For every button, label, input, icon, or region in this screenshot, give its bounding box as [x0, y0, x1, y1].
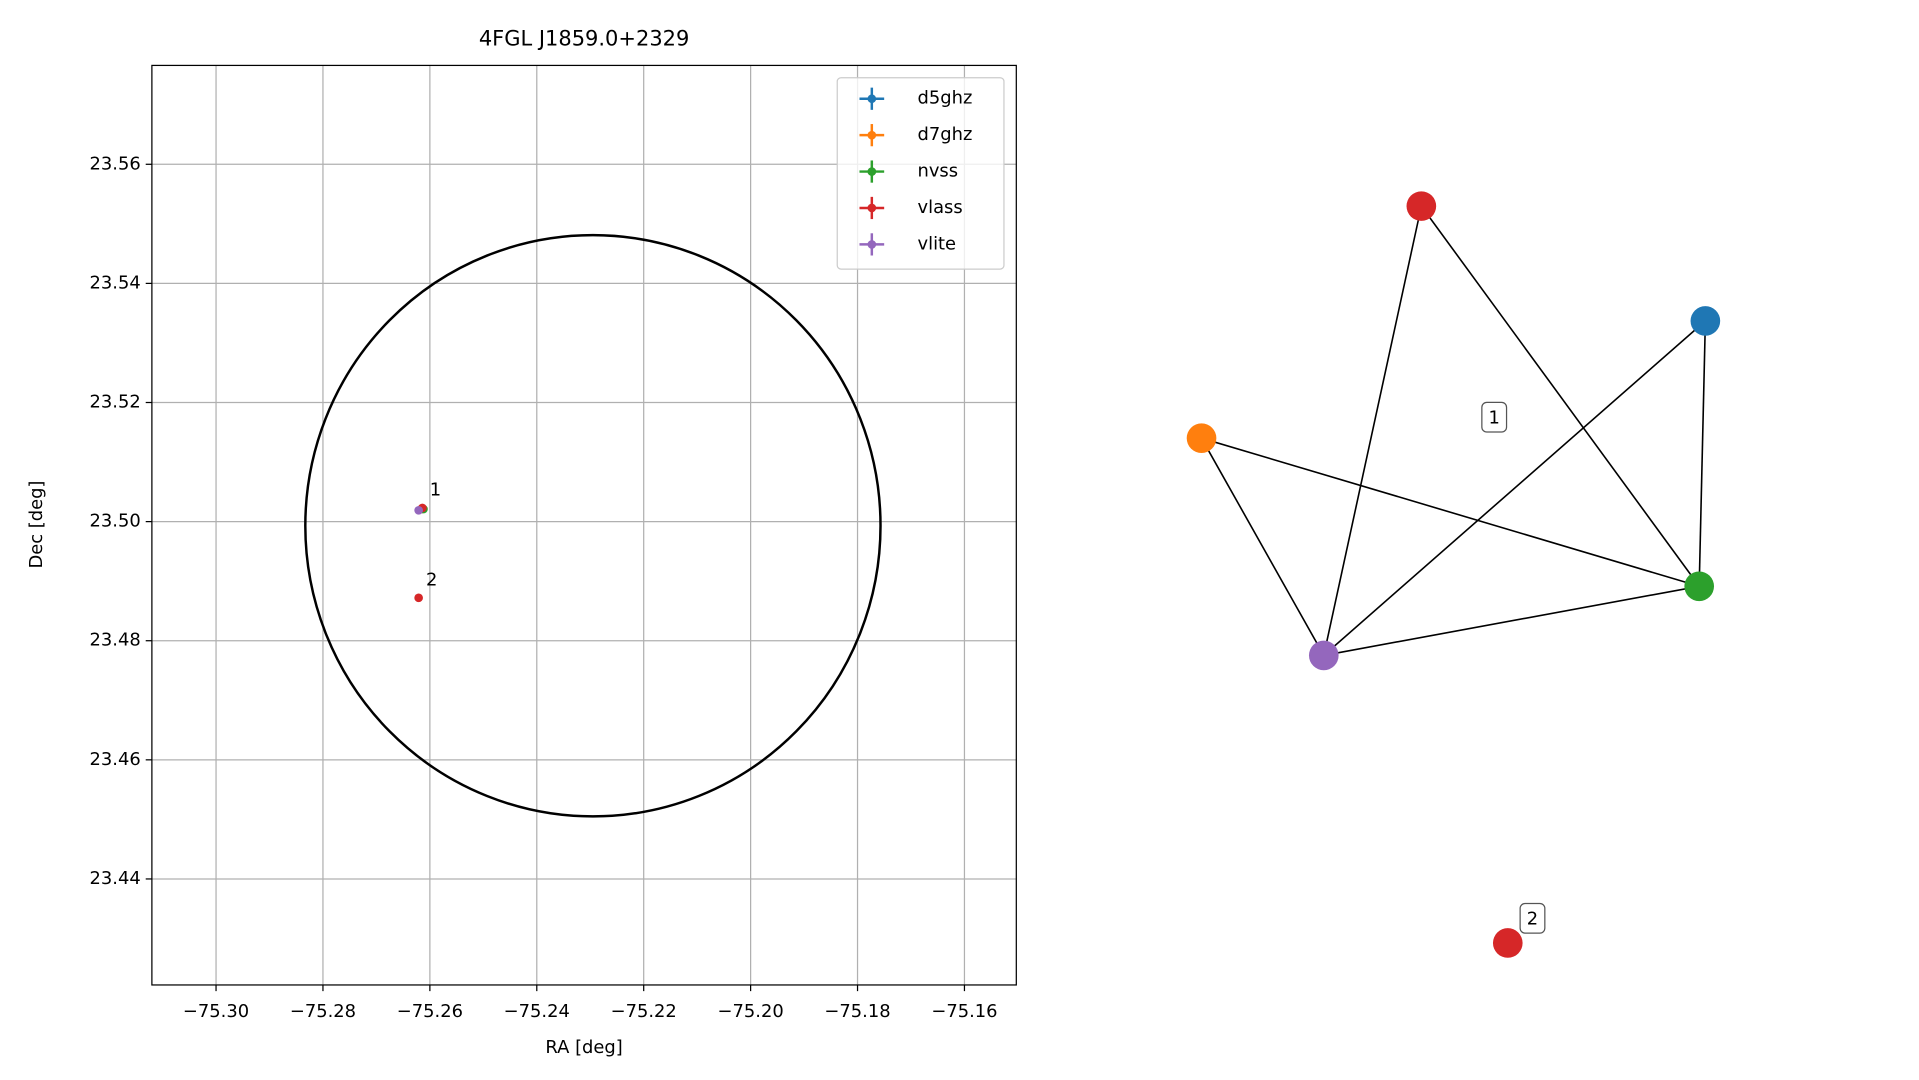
localization-circle — [304, 233, 882, 818]
data-point — [414, 593, 423, 603]
node — [1492, 928, 1523, 958]
edge — [1420, 205, 1700, 587]
legend-label: nvss — [918, 161, 959, 182]
y-tick-label: 23.50 — [90, 511, 141, 532]
legend-label: vlite — [918, 233, 957, 254]
legend-label: d7ghz — [918, 124, 973, 145]
chart-title: 4FGL J1859.0+2329 — [479, 27, 690, 51]
y-tick-label: 23.52 — [90, 392, 141, 413]
y-axis-label: Dec [deg] — [26, 481, 47, 569]
edge — [1200, 437, 1325, 656]
x-tick-label: −75.30 — [183, 1001, 249, 1022]
group-label: 2 — [1527, 909, 1538, 930]
x-tick-label: −75.26 — [397, 1001, 463, 1022]
x-axis-label: RA [deg] — [545, 1037, 622, 1058]
label-box — [1481, 401, 1508, 433]
node — [1684, 571, 1715, 602]
x-tick-label: −75.16 — [931, 1001, 997, 1022]
x-tick-label: −75.24 — [504, 1001, 570, 1022]
x-tick-label: −75.20 — [718, 1001, 784, 1022]
node — [1406, 191, 1437, 221]
annotation: 2 — [426, 570, 437, 591]
legend-label: vlass — [918, 197, 963, 218]
legend-marker — [867, 167, 877, 176]
edge — [1323, 205, 1423, 656]
y-tick-label: 23.56 — [90, 153, 141, 174]
legend-frame — [836, 77, 1005, 270]
edge — [1201, 437, 1700, 588]
x-tick-label: −75.22 — [611, 1001, 677, 1022]
data-point — [414, 505, 423, 515]
label-box — [1519, 902, 1546, 934]
y-tick-label: 23.54 — [90, 272, 141, 293]
node — [1690, 306, 1721, 336]
legend-marker — [867, 240, 877, 249]
edge — [1323, 320, 1706, 657]
group-label: 1 — [1489, 407, 1500, 428]
legend-marker — [867, 94, 877, 104]
node — [1186, 423, 1217, 453]
x-tick-label: −75.28 — [290, 1001, 356, 1022]
edge — [1323, 585, 1700, 657]
annotation: 1 — [430, 480, 441, 501]
edge — [1698, 320, 1707, 587]
y-tick-label: 23.48 — [90, 630, 141, 651]
legend-marker — [867, 130, 877, 140]
legend-label: d5ghz — [918, 88, 973, 109]
legend: d5ghz d7ghz nvss vlass vlite — [836, 77, 1005, 270]
x-tick-label: −75.18 — [824, 1001, 890, 1022]
plot-frame — [151, 64, 1017, 986]
node — [1308, 640, 1339, 671]
y-tick-label: 23.46 — [90, 749, 141, 770]
legend-marker — [867, 203, 877, 213]
y-tick-label: 23.44 — [90, 868, 141, 889]
